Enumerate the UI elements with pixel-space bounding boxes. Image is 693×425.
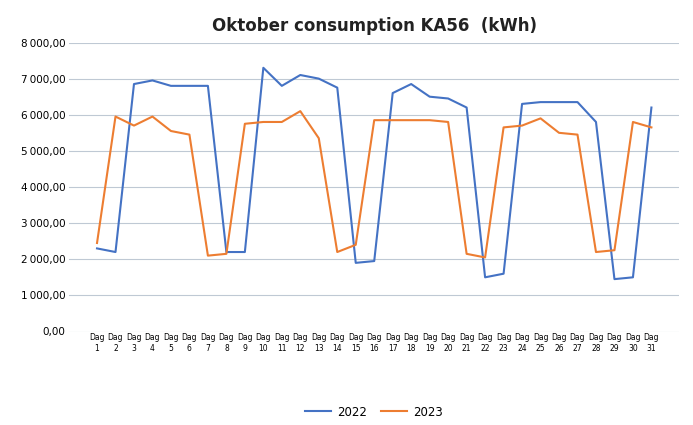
- 2023: [315, 136, 323, 141]
- 2022: [167, 83, 175, 88]
- 2022: [204, 83, 212, 88]
- 2023: [296, 109, 304, 114]
- 2022: [370, 258, 378, 264]
- 2023: [592, 249, 600, 255]
- 2022: [112, 249, 120, 255]
- Legend: 2022, 2023: 2022, 2023: [301, 401, 448, 423]
- 2023: [93, 241, 101, 246]
- 2022: [240, 249, 249, 255]
- 2023: [278, 119, 286, 125]
- 2022: [426, 94, 434, 99]
- 2022: [555, 99, 563, 105]
- 2022: [444, 96, 453, 101]
- 2022: [148, 78, 157, 83]
- 2023: [389, 118, 397, 123]
- 2023: [444, 119, 453, 125]
- 2022: [462, 105, 471, 110]
- 2022: [611, 277, 619, 282]
- 2023: [148, 114, 157, 119]
- 2022: [333, 85, 342, 90]
- 2022: [518, 102, 526, 107]
- 2023: [112, 114, 120, 119]
- 2022: [407, 82, 415, 87]
- 2022: [185, 83, 193, 88]
- Title: Oktober consumption KA56  (kWh): Oktober consumption KA56 (kWh): [212, 17, 536, 35]
- 2022: [500, 271, 508, 276]
- 2022: [351, 260, 360, 265]
- Line: 2022: 2022: [97, 68, 651, 279]
- 2022: [259, 65, 267, 71]
- 2022: [536, 99, 545, 105]
- 2023: [462, 251, 471, 256]
- 2022: [647, 105, 656, 110]
- 2023: [240, 121, 249, 126]
- 2022: [296, 73, 304, 78]
- 2023: [481, 255, 489, 260]
- 2023: [204, 253, 212, 258]
- 2023: [647, 125, 656, 130]
- 2022: [481, 275, 489, 280]
- 2023: [500, 125, 508, 130]
- 2023: [333, 249, 342, 255]
- 2023: [259, 119, 267, 125]
- 2023: [370, 118, 378, 123]
- 2023: [629, 119, 637, 125]
- 2023: [167, 128, 175, 133]
- 2022: [573, 99, 581, 105]
- 2022: [278, 83, 286, 88]
- 2023: [407, 118, 415, 123]
- 2023: [185, 132, 193, 137]
- 2023: [130, 123, 138, 128]
- 2022: [629, 275, 637, 280]
- 2023: [518, 123, 526, 128]
- 2022: [389, 91, 397, 96]
- 2023: [611, 248, 619, 253]
- 2022: [592, 119, 600, 125]
- 2022: [130, 82, 138, 87]
- Line: 2023: 2023: [97, 111, 651, 258]
- 2023: [426, 118, 434, 123]
- 2023: [351, 242, 360, 247]
- 2023: [555, 130, 563, 136]
- 2023: [222, 251, 231, 256]
- 2023: [536, 116, 545, 121]
- 2022: [315, 76, 323, 81]
- 2023: [573, 132, 581, 137]
- 2022: [222, 249, 231, 255]
- 2022: [93, 246, 101, 251]
